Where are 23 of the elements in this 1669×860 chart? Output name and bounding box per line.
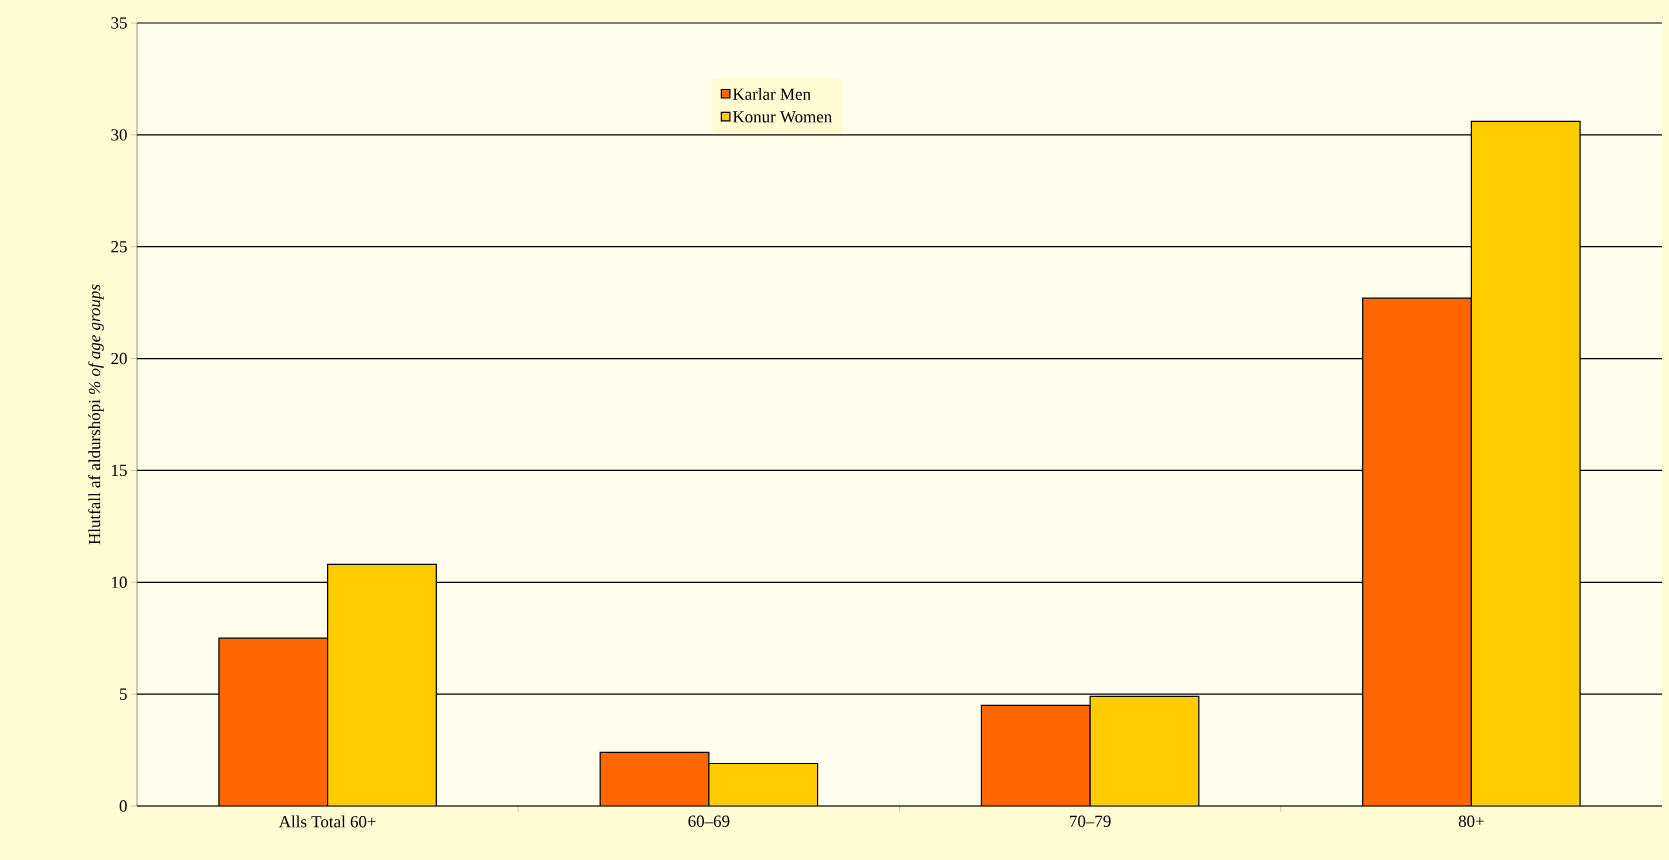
bar xyxy=(708,762,819,806)
y-tick-label: 20 xyxy=(111,352,127,365)
legend-label: Konur Women xyxy=(732,111,832,123)
x-tick-label: 70–79 xyxy=(1070,815,1111,827)
y-tick-label: 15 xyxy=(112,464,127,477)
y-tick-label: 0 xyxy=(119,800,127,812)
bar xyxy=(980,704,1091,806)
bar xyxy=(327,563,437,806)
bar xyxy=(599,751,710,806)
y-axis-title: Hlutfall af aldurshópi % of age groups xyxy=(88,284,104,545)
bar xyxy=(1089,695,1200,806)
x-tick-label: 60–69 xyxy=(688,815,730,827)
x-tick-label: Alls Total 60+ xyxy=(278,815,376,828)
y-tick-label: 25 xyxy=(111,241,127,253)
y-tick-label: 35 xyxy=(111,17,127,29)
bar xyxy=(218,637,329,806)
y-tick-label: 5 xyxy=(120,688,127,700)
y-tick-label: 30 xyxy=(111,129,127,141)
y-tick-label: 10 xyxy=(112,576,127,588)
legend-label: Karlar Men xyxy=(732,88,811,100)
bar xyxy=(1470,120,1581,806)
bar xyxy=(1362,297,1472,806)
x-tick-label: 80+ xyxy=(1458,815,1484,827)
